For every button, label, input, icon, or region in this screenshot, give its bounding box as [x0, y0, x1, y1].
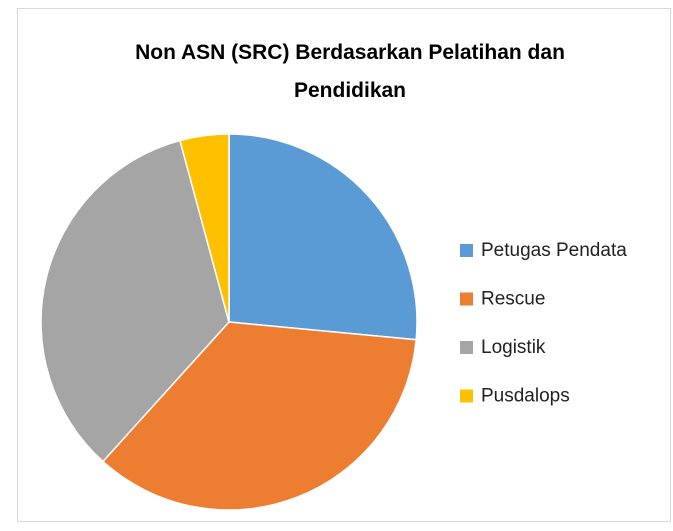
legend-swatch	[460, 389, 473, 403]
legend-label: Logistik	[481, 337, 546, 358]
legend-swatch	[460, 292, 473, 306]
chart-frame	[17, 8, 671, 522]
pie-slice	[228, 133, 418, 341]
legend-label: Pusdalops	[481, 386, 570, 407]
legend-label: Petugas Pendata	[481, 240, 627, 261]
legend-swatch	[460, 341, 473, 354]
legend-label: Rescue	[481, 289, 545, 310]
chart-title: Non ASN (SRC) Berdasarkan Pelatihan dan …	[135, 41, 565, 102]
pie-slice	[40, 139, 230, 463]
pie-slice	[101, 321, 417, 511]
legend-swatch	[460, 244, 473, 257]
pie-slice	[179, 133, 230, 323]
